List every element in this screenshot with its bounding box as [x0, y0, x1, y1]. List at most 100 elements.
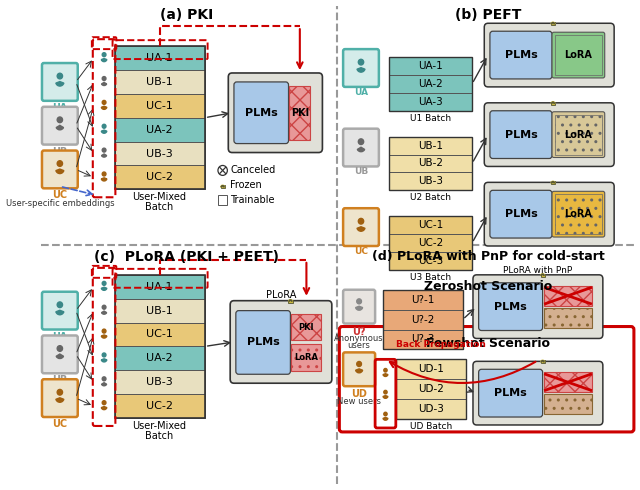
Text: UA-1: UA-1 [419, 61, 443, 71]
Circle shape [57, 161, 63, 167]
Text: UA-2: UA-2 [147, 353, 173, 364]
Text: UC-2: UC-2 [146, 172, 173, 182]
FancyBboxPatch shape [473, 361, 603, 425]
Text: PLMs: PLMs [494, 388, 527, 398]
FancyBboxPatch shape [343, 129, 379, 167]
Wedge shape [357, 227, 365, 231]
Text: UA-3: UA-3 [419, 97, 443, 107]
Circle shape [384, 368, 387, 372]
Text: Batch: Batch [145, 202, 173, 212]
FancyBboxPatch shape [552, 112, 605, 157]
Bar [543, 394, 593, 414]
Text: UC-1: UC-1 [146, 101, 173, 111]
Circle shape [102, 124, 106, 128]
Bar [115, 322, 205, 346]
Circle shape [102, 377, 106, 381]
Bar [543, 286, 593, 306]
FancyBboxPatch shape [473, 275, 603, 339]
Text: User-Mixed: User-Mixed [132, 421, 187, 431]
Wedge shape [101, 287, 107, 291]
Text: UC: UC [52, 190, 67, 200]
Bar [555, 35, 602, 75]
Text: (a) PKI: (a) PKI [160, 8, 214, 23]
Circle shape [384, 412, 387, 416]
Bar [115, 46, 205, 70]
Bar [551, 22, 555, 25]
Bar [115, 142, 205, 166]
Circle shape [358, 59, 364, 65]
Text: UA-1: UA-1 [147, 53, 173, 63]
Bar [288, 300, 292, 303]
Bar [543, 308, 593, 327]
Text: Back Propagation: Back Propagation [396, 341, 486, 349]
Wedge shape [101, 106, 107, 109]
Text: UB-1: UB-1 [146, 306, 173, 316]
Wedge shape [102, 383, 107, 386]
Bar [543, 372, 593, 392]
Bar [551, 102, 555, 105]
Bar [115, 275, 205, 299]
Text: User-Mixed: User-Mixed [132, 192, 187, 202]
Text: UB-1: UB-1 [146, 77, 173, 87]
Circle shape [57, 73, 63, 79]
Wedge shape [357, 147, 365, 152]
Bar [289, 86, 310, 140]
Text: UD-1: UD-1 [418, 364, 444, 374]
Circle shape [358, 219, 364, 224]
Text: UC-1: UC-1 [418, 220, 444, 230]
Bar [115, 46, 205, 189]
Text: PLMs: PLMs [504, 209, 538, 219]
Bar [541, 274, 545, 277]
FancyBboxPatch shape [343, 49, 379, 87]
Text: U?-3: U?-3 [411, 335, 435, 344]
FancyBboxPatch shape [343, 208, 379, 246]
Text: U3 Batch: U3 Batch [410, 273, 451, 282]
Bar [115, 70, 205, 94]
Bar [541, 360, 545, 363]
Text: UC: UC [354, 247, 368, 256]
Wedge shape [56, 310, 64, 315]
Bar [218, 196, 227, 205]
FancyBboxPatch shape [234, 82, 289, 144]
Text: U?: U? [353, 326, 366, 337]
Bar [115, 118, 205, 142]
Text: UB-3: UB-3 [418, 176, 443, 186]
FancyBboxPatch shape [42, 107, 77, 145]
Text: LoRA: LoRA [564, 50, 593, 60]
FancyBboxPatch shape [230, 301, 332, 383]
Bar [383, 290, 463, 349]
Wedge shape [101, 407, 107, 410]
Text: PLoRA with PnP: PLoRA with PnP [503, 266, 573, 275]
Text: New users: New users [337, 397, 381, 406]
FancyBboxPatch shape [552, 191, 605, 237]
Circle shape [102, 100, 106, 104]
Circle shape [356, 299, 362, 304]
Text: U?-2: U?-2 [411, 315, 435, 324]
Bar [291, 344, 321, 371]
Bar [383, 310, 463, 329]
Wedge shape [56, 398, 64, 402]
Wedge shape [356, 369, 363, 373]
Text: UA-2: UA-2 [419, 79, 443, 89]
Text: Trainable: Trainable [230, 195, 275, 205]
Bar [115, 275, 205, 418]
Text: UD Batch: UD Batch [410, 422, 452, 431]
Wedge shape [56, 81, 64, 86]
Circle shape [57, 302, 63, 308]
Bar [115, 394, 205, 418]
FancyBboxPatch shape [479, 369, 543, 417]
Text: UB-3: UB-3 [146, 377, 173, 387]
Text: PLMs: PLMs [245, 108, 278, 118]
Text: UA: UA [52, 103, 67, 113]
FancyBboxPatch shape [42, 63, 77, 101]
Wedge shape [101, 335, 107, 338]
Bar [221, 185, 225, 188]
FancyBboxPatch shape [490, 111, 552, 158]
Wedge shape [356, 306, 363, 310]
Circle shape [358, 139, 364, 145]
Text: Fewshot Scenario: Fewshot Scenario [426, 338, 550, 350]
Wedge shape [383, 417, 388, 420]
Text: UD-3: UD-3 [418, 404, 444, 414]
Bar [555, 115, 602, 154]
Text: UA: UA [52, 332, 67, 342]
